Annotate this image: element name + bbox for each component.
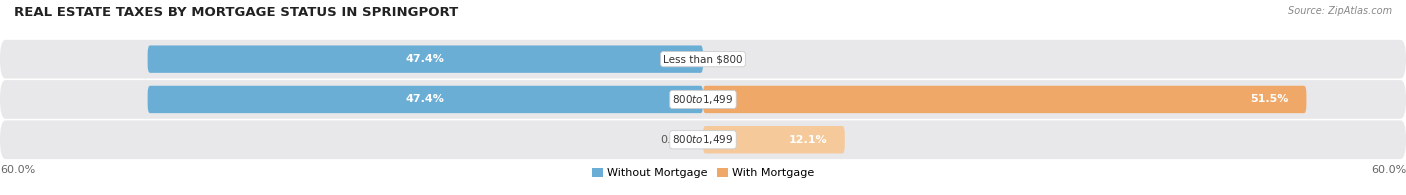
FancyBboxPatch shape	[0, 80, 1406, 119]
FancyBboxPatch shape	[703, 126, 845, 153]
FancyBboxPatch shape	[0, 40, 1406, 79]
Text: 51.5%: 51.5%	[1250, 94, 1289, 105]
Text: 12.1%: 12.1%	[789, 135, 827, 145]
Text: Source: ZipAtlas.com: Source: ZipAtlas.com	[1288, 6, 1392, 16]
Text: Less than $800: Less than $800	[664, 54, 742, 64]
Text: 0.0%: 0.0%	[661, 135, 689, 145]
FancyBboxPatch shape	[0, 120, 1406, 159]
Legend: Without Mortgage, With Mortgage: Without Mortgage, With Mortgage	[588, 164, 818, 183]
FancyBboxPatch shape	[148, 45, 703, 73]
Text: REAL ESTATE TAXES BY MORTGAGE STATUS IN SPRINGPORT: REAL ESTATE TAXES BY MORTGAGE STATUS IN …	[14, 6, 458, 19]
Text: $800 to $1,499: $800 to $1,499	[672, 93, 734, 106]
Text: 0.0%: 0.0%	[717, 54, 745, 64]
Text: 60.0%: 60.0%	[1371, 165, 1406, 175]
Text: 47.4%: 47.4%	[406, 94, 444, 105]
Text: $800 to $1,499: $800 to $1,499	[672, 133, 734, 146]
Text: 47.4%: 47.4%	[406, 54, 444, 64]
FancyBboxPatch shape	[703, 86, 1306, 113]
FancyBboxPatch shape	[148, 86, 703, 113]
Text: 60.0%: 60.0%	[0, 165, 35, 175]
